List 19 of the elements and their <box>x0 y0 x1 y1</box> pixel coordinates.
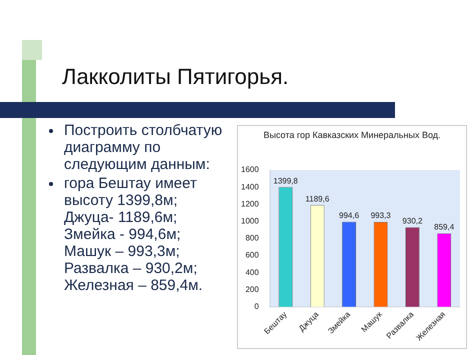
text: Построить столбчатую диаграмму по следующим данным: <box>64 122 224 173</box>
data-label: 1189,6 <box>305 194 330 204</box>
text: Лакколиты Пятигорья. <box>62 64 289 90</box>
chart-title: Высота гор Кавказских Минеральных Вод. <box>262 130 442 140</box>
y-tick-label: 0 <box>254 302 260 312</box>
data-label: 993,3 <box>370 211 392 220</box>
data-label: 859,4 <box>434 222 455 232</box>
y-tick-label: 1600 <box>241 165 260 174</box>
data-label: 1399,8 <box>273 176 298 186</box>
y-tick-label: 1400 <box>241 182 260 192</box>
y-tick-label: 400 <box>245 268 260 277</box>
y-tick-label: 800 <box>245 234 260 243</box>
text: гора Бештау имеет высоту 1399,8м; Джуца- 1189,6м; Змейка - 994,6м; Машук – 993,3м; Развалка – 930,2м; Железная – 859,4м. <box>64 175 204 294</box>
y-tick-label: 1200 <box>241 199 260 208</box>
data-label: 930,2 <box>402 216 424 226</box>
data-label: 994,6 <box>339 210 360 220</box>
y-tick-label: 200 <box>245 284 260 294</box>
y-tick-label: 1000 <box>241 216 260 226</box>
y-tick-label: 600 <box>245 250 260 260</box>
